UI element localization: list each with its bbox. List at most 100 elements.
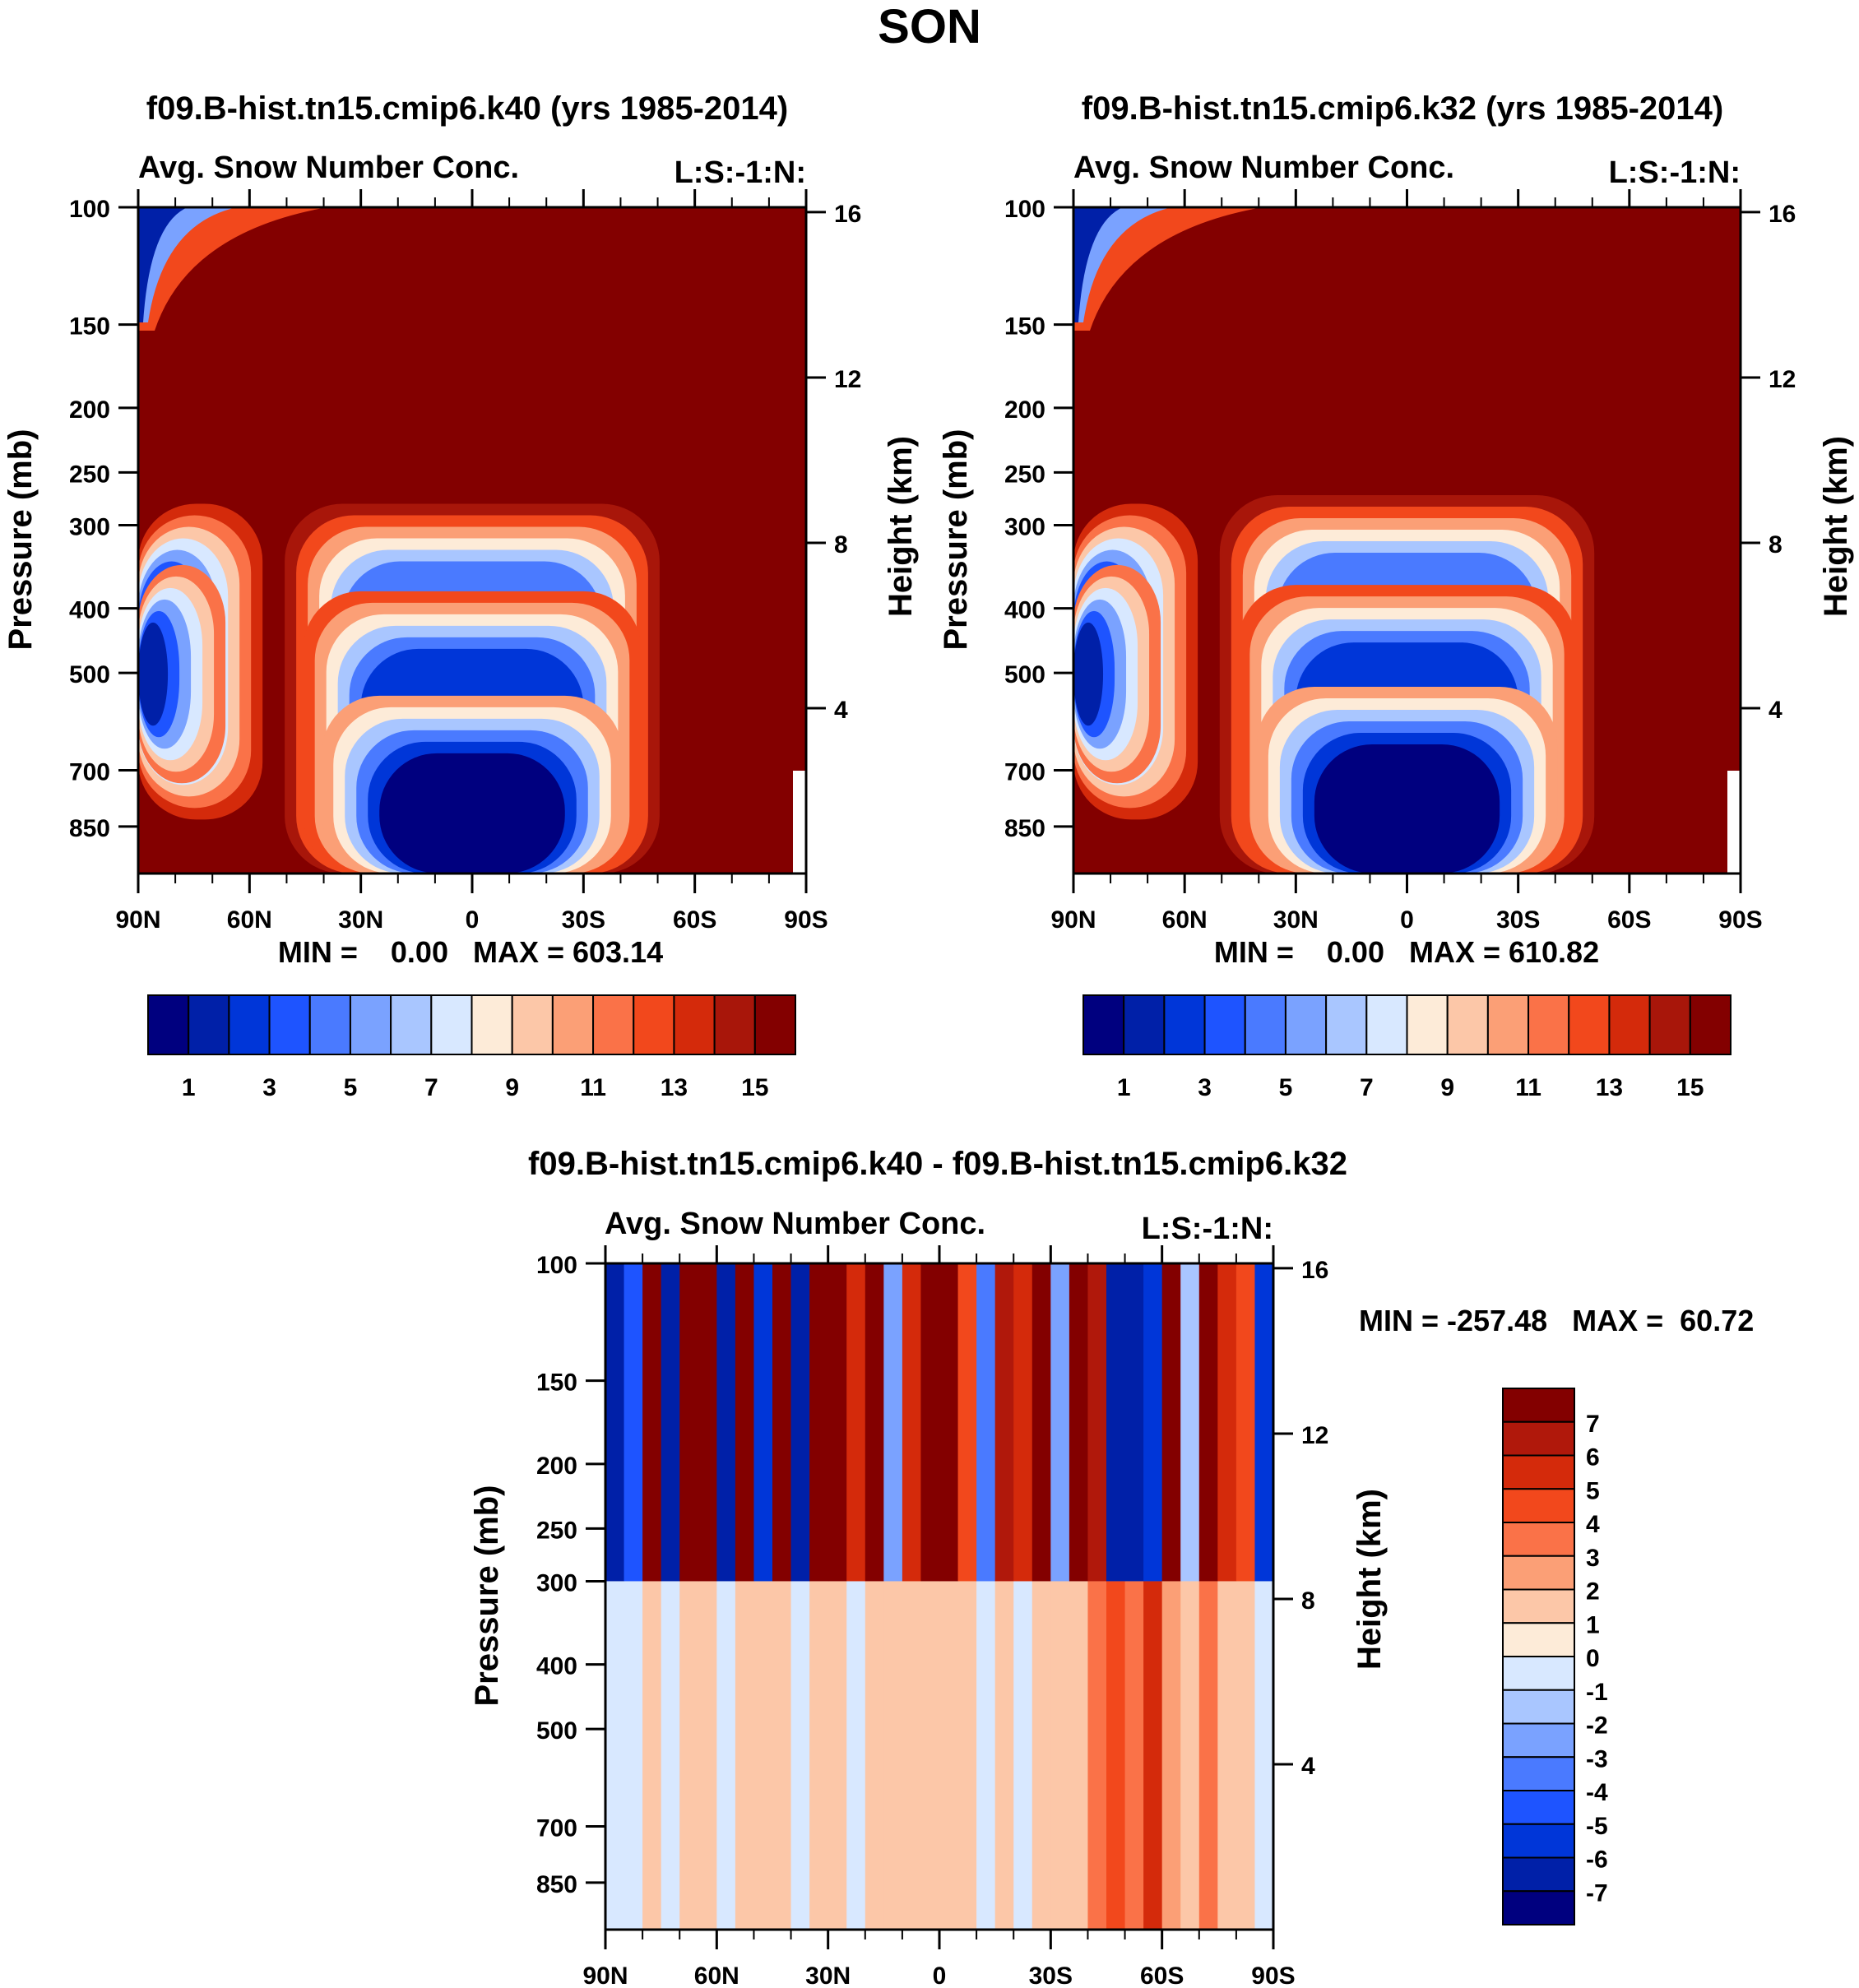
colorbar-box — [1568, 994, 1611, 1055]
y-tick-label: 300 — [536, 1569, 577, 1596]
diff-column-upper — [790, 1263, 811, 1582]
diff-column-upper — [661, 1263, 681, 1582]
y-tick-label: 850 — [69, 815, 110, 842]
colorbar-box — [1123, 994, 1166, 1055]
colorbar-box — [1502, 1790, 1575, 1825]
colorbar-label: 7 — [1586, 1411, 1600, 1438]
diff-column-upper — [1180, 1263, 1200, 1582]
diff-column-lower — [1180, 1581, 1200, 1930]
diff-column-lower — [957, 1581, 978, 1930]
diff-column-upper — [1217, 1263, 1237, 1582]
panel-k32-stats: MIN = 0.00 MAX = 610.82 — [1214, 935, 1599, 969]
diff-column-upper — [753, 1263, 773, 1582]
diff-column-lower — [1087, 1581, 1107, 1930]
y-tick-label: 850 — [1004, 815, 1045, 842]
y-right-tick-label: 12 — [1301, 1422, 1328, 1449]
y-tick-label: 150 — [69, 313, 110, 341]
x-tick-label: 60S — [673, 906, 716, 934]
diff-column-upper — [920, 1263, 940, 1582]
colorbar-box — [390, 994, 433, 1055]
x-tick-label: 30S — [1029, 1963, 1073, 1988]
colorbar-box — [1365, 994, 1408, 1055]
diff-column-lower — [679, 1581, 699, 1930]
colorbar-box — [349, 994, 392, 1055]
y-tick-label: 250 — [536, 1517, 577, 1544]
x-tick-label: 30N — [805, 1963, 851, 1988]
panel-k40: f09.B-hist.tn15.cmip6.k40 (yrs 1985-2014… — [2, 90, 919, 1101]
y-tick-label: 400 — [1004, 597, 1045, 624]
panel-k40-subtitle-right: L:S:-1:N: — [675, 155, 806, 190]
colorbar-box — [228, 994, 271, 1055]
diff-column-lower — [1013, 1581, 1033, 1930]
y-tick-label: 300 — [69, 513, 110, 540]
colorbar-box — [1502, 1522, 1575, 1557]
colorbar-label: -4 — [1586, 1779, 1608, 1806]
diff-column-upper — [1069, 1263, 1089, 1582]
diff-column-lower — [1031, 1581, 1052, 1930]
colorbar-box — [1648, 994, 1691, 1055]
y-tick-label: 400 — [69, 597, 110, 624]
panel-k32-plot: 100 150 200 250 300 400 500 700 850 16 12 8 4 90N 60N 3… — [1004, 189, 1796, 934]
diff-column-lower — [642, 1581, 662, 1930]
y-tick-label: 150 — [536, 1369, 577, 1397]
diff-column-upper — [698, 1263, 718, 1582]
panel-k32-subtitle-right: L:S:-1:N: — [1609, 155, 1741, 190]
field-contour — [138, 207, 327, 331]
x-tick-label: 0 — [1400, 906, 1414, 934]
colorbar-label: 11 — [1515, 1074, 1541, 1101]
diff-column-upper — [679, 1263, 699, 1582]
colorbar-label: -3 — [1586, 1745, 1608, 1773]
panel-k32-ylabel-right: Height (km) — [1818, 436, 1854, 617]
panel-k40-colorbar: 1 3 5 7 9 11 13 15 — [147, 994, 796, 1101]
diff-column-upper — [976, 1263, 996, 1582]
diff-column-lower — [939, 1581, 959, 1930]
x-tick-label: 60S — [1140, 1963, 1184, 1988]
x-tick-label: 30N — [338, 906, 383, 934]
colorbar-box — [1502, 1454, 1575, 1490]
colorbar-box — [1502, 1689, 1575, 1725]
diff-column-lower — [1198, 1581, 1219, 1930]
field-contour — [138, 622, 169, 726]
colorbar-label: 0 — [1586, 1645, 1600, 1672]
diff-column-upper — [1050, 1263, 1070, 1582]
colorbar-box — [1608, 994, 1651, 1055]
diff-column-lower — [1069, 1581, 1089, 1930]
diff-column-upper — [1013, 1263, 1033, 1582]
diff-column-lower — [1143, 1581, 1163, 1930]
diff-column-upper — [735, 1263, 755, 1582]
colorbar-box — [1325, 994, 1368, 1055]
panel-diff-stats: MIN = -257.48 MAX = 60.72 — [1359, 1304, 1754, 1337]
colorbar-box — [1502, 1388, 1575, 1423]
colorbar-box — [430, 994, 473, 1055]
diff-column-lower — [605, 1581, 625, 1930]
diff-column-lower — [624, 1581, 644, 1930]
colorbar-label: -5 — [1586, 1813, 1608, 1840]
panel-k40-subtitle-left: Avg. Snow Number Conc. — [138, 151, 519, 185]
colorbar-box — [1406, 994, 1449, 1055]
y-right-tick-label: 16 — [1301, 1257, 1328, 1284]
panel-k32-subtitle-left: Avg. Snow Number Conc. — [1073, 151, 1454, 185]
panel-diff-ylabel-right: Height (km) — [1351, 1489, 1388, 1670]
y-right-tick-label: 4 — [1301, 1753, 1315, 1780]
diff-column-lower — [772, 1581, 792, 1930]
panel-k32-ylabel: Pressure (mb) — [938, 429, 974, 651]
diff-column-upper — [605, 1263, 625, 1582]
colorbar-label: 15 — [741, 1074, 768, 1101]
field-contour — [138, 207, 188, 322]
colorbar-label: 6 — [1586, 1444, 1600, 1471]
diff-column-upper — [939, 1263, 959, 1582]
colorbar-box — [1284, 994, 1328, 1055]
colorbar-label: 1 — [1117, 1074, 1131, 1101]
colorbar-label: 3 — [1586, 1545, 1600, 1572]
colorbar-label: -6 — [1586, 1847, 1608, 1874]
diff-column-upper — [624, 1263, 644, 1582]
x-tick-label: 60S — [1607, 906, 1651, 934]
panel-k32-title: f09.B-hist.tn15.cmip6.k32 (yrs 1985-2014… — [1082, 90, 1723, 127]
x-tick-label: 90S — [1718, 906, 1762, 934]
x-tick-label: 60N — [227, 906, 272, 934]
y-tick-label: 200 — [1004, 396, 1045, 424]
colorbar-box — [1446, 994, 1489, 1055]
diff-column-upper — [1106, 1263, 1126, 1582]
y-tick-label: 400 — [536, 1653, 577, 1680]
panel-diff-title: f09.B-hist.tn15.cmip6.k40 - f09.B-hist.t… — [528, 1146, 1347, 1182]
